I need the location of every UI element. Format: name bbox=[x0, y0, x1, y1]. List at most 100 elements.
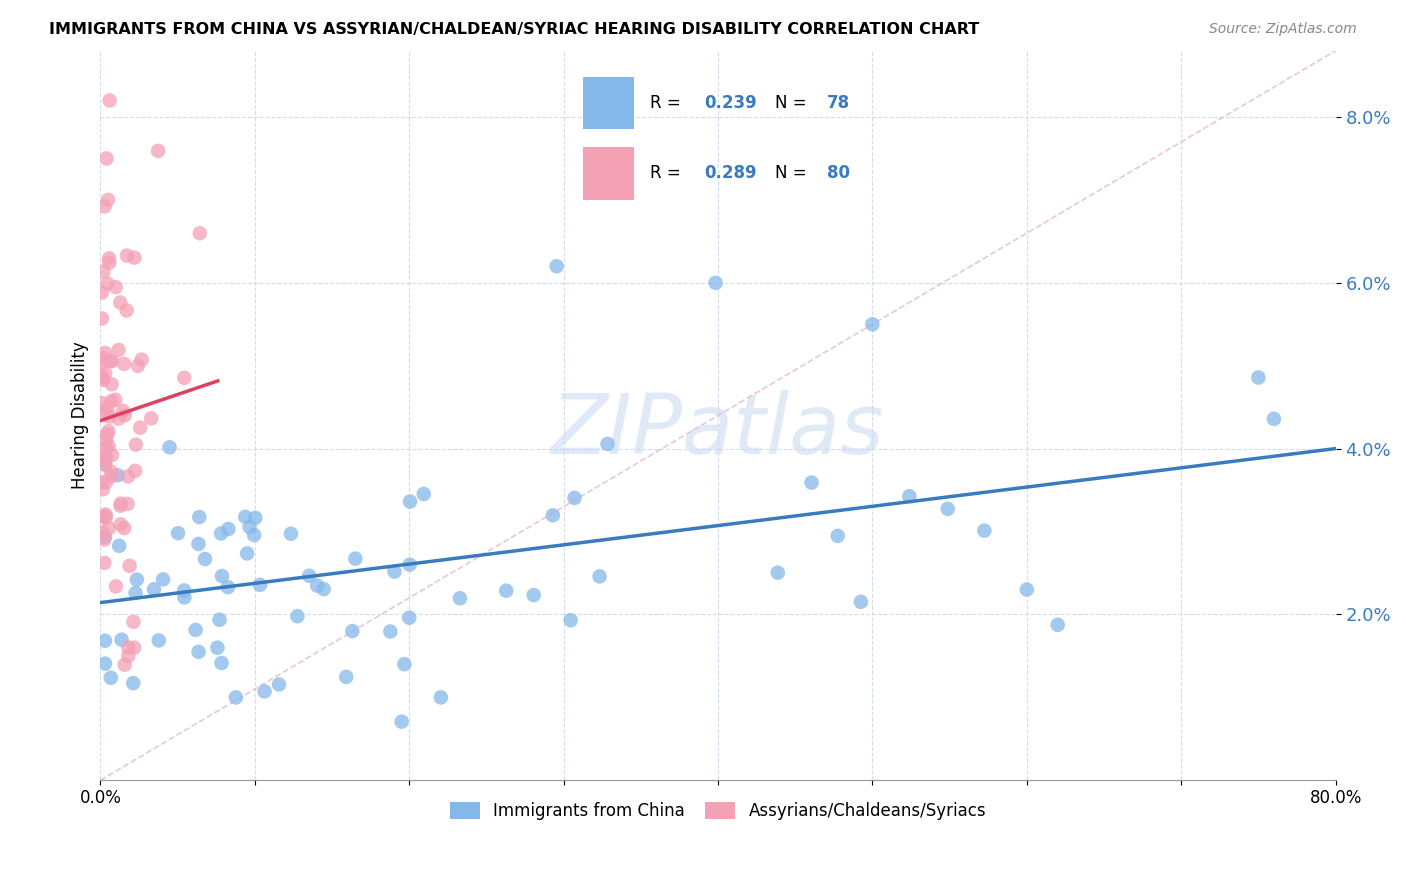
Point bbox=[97, 193, 120, 207]
Point bbox=[94, 510, 117, 524]
Point bbox=[100, 671, 122, 685]
Point bbox=[208, 613, 231, 627]
Point bbox=[335, 670, 357, 684]
Point bbox=[173, 371, 195, 385]
Point bbox=[97, 424, 120, 438]
Point bbox=[110, 295, 132, 310]
Point bbox=[704, 276, 727, 290]
Point bbox=[800, 475, 823, 490]
Point bbox=[112, 521, 135, 535]
Point bbox=[93, 556, 115, 570]
Point bbox=[267, 677, 290, 691]
Point bbox=[112, 357, 135, 371]
Point bbox=[139, 411, 162, 425]
Point bbox=[94, 366, 117, 380]
Point bbox=[207, 640, 229, 655]
Text: 0.0%: 0.0% bbox=[79, 789, 121, 807]
Point bbox=[236, 546, 259, 560]
Point bbox=[239, 520, 262, 534]
Legend: Immigrants from China, Assyrians/Chaldeans/Syriacs: Immigrants from China, Assyrians/Chaldea… bbox=[443, 795, 993, 827]
Point bbox=[152, 572, 174, 586]
Point bbox=[96, 434, 118, 448]
Point bbox=[94, 458, 117, 472]
Point bbox=[97, 521, 120, 535]
Point bbox=[110, 499, 132, 513]
Point bbox=[131, 352, 153, 367]
Point bbox=[398, 610, 420, 624]
Point bbox=[96, 152, 118, 166]
Point bbox=[211, 656, 233, 670]
Point bbox=[523, 588, 546, 602]
Point bbox=[167, 526, 190, 541]
Point bbox=[1247, 370, 1270, 384]
Point bbox=[233, 509, 256, 524]
Point bbox=[115, 249, 138, 263]
Point bbox=[111, 404, 134, 418]
Point bbox=[188, 226, 211, 240]
Point bbox=[94, 346, 117, 360]
Point bbox=[98, 252, 121, 266]
Point bbox=[107, 468, 129, 483]
Point bbox=[245, 511, 267, 525]
Point bbox=[94, 530, 117, 544]
Point bbox=[93, 351, 115, 366]
Point bbox=[280, 526, 302, 541]
Point bbox=[184, 623, 207, 637]
Point bbox=[101, 354, 124, 368]
Point bbox=[124, 251, 146, 265]
Point bbox=[430, 690, 453, 705]
Point bbox=[110, 517, 132, 532]
Text: Source: ZipAtlas.com: Source: ZipAtlas.com bbox=[1209, 22, 1357, 37]
Point bbox=[973, 524, 995, 538]
Point bbox=[380, 624, 402, 639]
Point bbox=[1046, 617, 1069, 632]
Point bbox=[412, 487, 434, 501]
Point bbox=[107, 343, 129, 357]
Point bbox=[90, 450, 112, 465]
Text: ZIPatlas: ZIPatlas bbox=[551, 390, 884, 471]
Point bbox=[97, 439, 120, 453]
Point bbox=[90, 396, 112, 410]
Point bbox=[100, 377, 122, 392]
Point bbox=[101, 448, 124, 462]
Point bbox=[115, 303, 138, 318]
Point bbox=[98, 353, 121, 368]
Point bbox=[117, 497, 139, 511]
Point bbox=[860, 318, 883, 332]
Point bbox=[399, 494, 422, 508]
Point bbox=[344, 551, 367, 566]
Point bbox=[98, 94, 121, 108]
Point bbox=[94, 475, 117, 490]
Point bbox=[217, 522, 239, 536]
Point bbox=[159, 440, 181, 454]
Point bbox=[146, 144, 169, 158]
Point bbox=[249, 578, 271, 592]
Point bbox=[827, 529, 849, 543]
Point bbox=[90, 475, 112, 489]
Point bbox=[127, 359, 149, 373]
Point bbox=[94, 633, 117, 648]
Point bbox=[117, 469, 139, 483]
Point bbox=[342, 624, 364, 638]
Point bbox=[94, 657, 117, 671]
Point bbox=[96, 277, 118, 291]
Point bbox=[225, 690, 247, 705]
Point bbox=[104, 392, 127, 407]
Point bbox=[117, 640, 139, 655]
Point bbox=[217, 580, 239, 594]
Point bbox=[495, 583, 517, 598]
Point bbox=[129, 420, 152, 434]
Point bbox=[243, 528, 266, 542]
Point bbox=[114, 657, 136, 672]
Point bbox=[596, 437, 619, 451]
Text: IMMIGRANTS FROM CHINA VS ASSYRIAN/CHALDEAN/SYRIAC HEARING DISABILITY CORRELATION: IMMIGRANTS FROM CHINA VS ASSYRIAN/CHALDE… bbox=[49, 22, 980, 37]
Point bbox=[107, 411, 129, 425]
Point bbox=[122, 615, 145, 629]
Point bbox=[90, 356, 112, 370]
Point bbox=[117, 648, 139, 663]
Point bbox=[91, 264, 114, 278]
Point bbox=[398, 558, 420, 572]
Point bbox=[94, 508, 117, 522]
Point bbox=[124, 464, 146, 478]
Point bbox=[209, 526, 232, 541]
